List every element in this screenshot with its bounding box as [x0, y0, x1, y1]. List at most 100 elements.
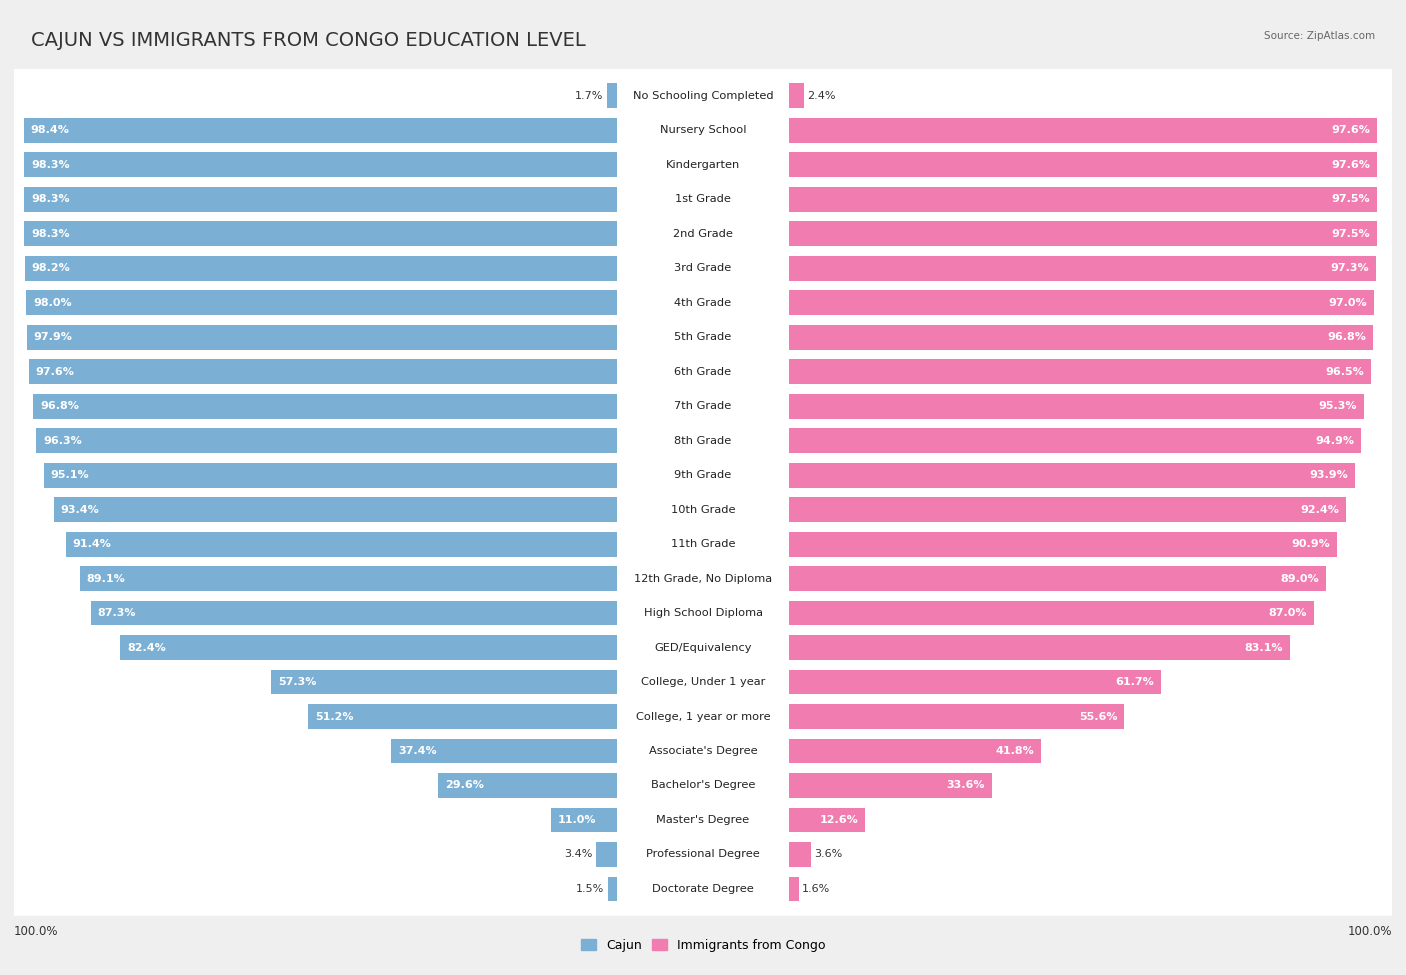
- FancyBboxPatch shape: [13, 448, 1393, 502]
- Bar: [27, 325, 617, 350]
- Bar: [439, 773, 617, 798]
- Bar: [789, 807, 865, 833]
- FancyBboxPatch shape: [13, 103, 1393, 157]
- FancyBboxPatch shape: [13, 345, 1393, 399]
- FancyBboxPatch shape: [13, 862, 1393, 916]
- FancyBboxPatch shape: [13, 828, 1393, 881]
- Text: 2nd Grade: 2nd Grade: [673, 229, 733, 239]
- Text: Bachelor's Degree: Bachelor's Degree: [651, 780, 755, 791]
- Text: Source: ZipAtlas.com: Source: ZipAtlas.com: [1264, 31, 1375, 41]
- Text: 4th Grade: 4th Grade: [675, 297, 731, 308]
- Bar: [271, 670, 617, 694]
- Bar: [90, 601, 617, 626]
- Bar: [789, 877, 799, 901]
- Text: 6th Grade: 6th Grade: [675, 367, 731, 376]
- Text: 98.2%: 98.2%: [32, 263, 70, 273]
- Text: 89.0%: 89.0%: [1279, 573, 1319, 584]
- FancyBboxPatch shape: [13, 207, 1393, 260]
- Text: 55.6%: 55.6%: [1078, 712, 1118, 722]
- Text: 96.8%: 96.8%: [1327, 332, 1365, 342]
- Text: 2.4%: 2.4%: [807, 91, 835, 100]
- Text: 96.5%: 96.5%: [1326, 367, 1364, 376]
- Text: 98.0%: 98.0%: [32, 297, 72, 308]
- Bar: [789, 704, 1125, 729]
- Text: CAJUN VS IMMIGRANTS FROM CONGO EDUCATION LEVEL: CAJUN VS IMMIGRANTS FROM CONGO EDUCATION…: [31, 31, 586, 50]
- Bar: [789, 118, 1378, 142]
- Bar: [24, 152, 617, 177]
- FancyBboxPatch shape: [13, 724, 1393, 778]
- Text: College, Under 1 year: College, Under 1 year: [641, 677, 765, 687]
- FancyBboxPatch shape: [13, 759, 1393, 812]
- Text: Nursery School: Nursery School: [659, 126, 747, 136]
- Text: College, 1 year or more: College, 1 year or more: [636, 712, 770, 722]
- FancyBboxPatch shape: [13, 483, 1393, 536]
- Bar: [789, 670, 1161, 694]
- Bar: [606, 84, 617, 108]
- Bar: [596, 842, 617, 867]
- FancyBboxPatch shape: [13, 173, 1393, 226]
- Bar: [789, 84, 804, 108]
- Bar: [789, 531, 1337, 557]
- Bar: [789, 842, 811, 867]
- Text: 83.1%: 83.1%: [1244, 643, 1284, 652]
- Text: 1st Grade: 1st Grade: [675, 194, 731, 205]
- Text: 96.3%: 96.3%: [44, 436, 82, 446]
- Bar: [28, 359, 617, 384]
- Text: 82.4%: 82.4%: [127, 643, 166, 652]
- Text: 97.5%: 97.5%: [1331, 229, 1369, 239]
- Bar: [66, 531, 617, 557]
- Bar: [789, 497, 1346, 522]
- Text: 1.6%: 1.6%: [803, 884, 831, 894]
- Text: 1.7%: 1.7%: [575, 91, 603, 100]
- Text: 97.9%: 97.9%: [34, 332, 73, 342]
- Bar: [120, 635, 617, 660]
- Text: No Schooling Completed: No Schooling Completed: [633, 91, 773, 100]
- Text: 91.4%: 91.4%: [73, 539, 111, 549]
- FancyBboxPatch shape: [13, 621, 1393, 675]
- Bar: [27, 291, 617, 315]
- Bar: [789, 739, 1040, 763]
- Text: Doctorate Degree: Doctorate Degree: [652, 884, 754, 894]
- Text: 61.7%: 61.7%: [1115, 677, 1154, 687]
- Text: 57.3%: 57.3%: [278, 677, 316, 687]
- Bar: [789, 221, 1376, 246]
- Text: 93.9%: 93.9%: [1309, 470, 1348, 480]
- Text: 51.2%: 51.2%: [315, 712, 354, 722]
- FancyBboxPatch shape: [13, 689, 1393, 743]
- Text: 3.6%: 3.6%: [814, 849, 842, 859]
- Text: High School Diploma: High School Diploma: [644, 608, 762, 618]
- Text: 97.6%: 97.6%: [1331, 126, 1371, 136]
- Bar: [44, 463, 617, 488]
- Text: 97.6%: 97.6%: [35, 367, 75, 376]
- Text: 90.9%: 90.9%: [1292, 539, 1330, 549]
- Text: 96.8%: 96.8%: [41, 401, 79, 411]
- Bar: [24, 187, 617, 212]
- Text: 98.3%: 98.3%: [31, 229, 70, 239]
- Bar: [789, 394, 1364, 418]
- Bar: [789, 463, 1355, 488]
- Text: 1.5%: 1.5%: [576, 884, 605, 894]
- FancyBboxPatch shape: [13, 379, 1393, 433]
- Bar: [308, 704, 617, 729]
- FancyBboxPatch shape: [13, 310, 1393, 364]
- Bar: [789, 566, 1326, 591]
- Text: 98.4%: 98.4%: [31, 126, 69, 136]
- Text: 92.4%: 92.4%: [1301, 505, 1340, 515]
- Bar: [551, 807, 617, 833]
- Bar: [607, 877, 617, 901]
- Bar: [391, 739, 617, 763]
- Text: 100.0%: 100.0%: [1347, 925, 1392, 938]
- Bar: [789, 359, 1371, 384]
- Text: 98.3%: 98.3%: [31, 194, 70, 205]
- Text: 29.6%: 29.6%: [446, 780, 484, 791]
- FancyBboxPatch shape: [13, 137, 1393, 192]
- Text: 100.0%: 100.0%: [14, 925, 59, 938]
- FancyBboxPatch shape: [13, 793, 1393, 847]
- Text: Master's Degree: Master's Degree: [657, 815, 749, 825]
- Text: GED/Equivalency: GED/Equivalency: [654, 643, 752, 652]
- FancyBboxPatch shape: [13, 69, 1393, 123]
- FancyBboxPatch shape: [13, 586, 1393, 640]
- Text: 97.3%: 97.3%: [1330, 263, 1369, 273]
- Legend: Cajun, Immigrants from Congo: Cajun, Immigrants from Congo: [576, 934, 830, 956]
- Text: 12.6%: 12.6%: [820, 815, 858, 825]
